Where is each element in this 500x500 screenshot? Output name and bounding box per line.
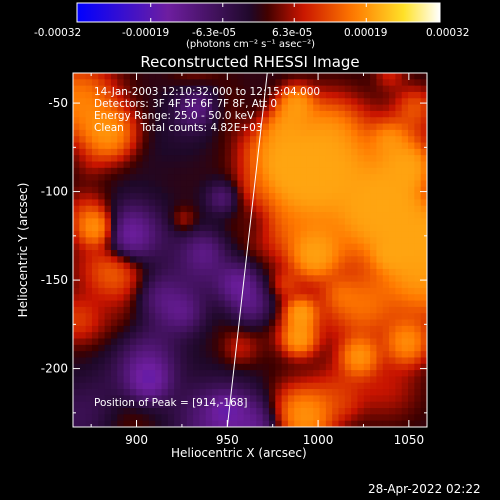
x-tick-label: 1000 — [303, 433, 334, 447]
heatmap-image — [73, 73, 427, 427]
x-tick-label: 1050 — [394, 433, 425, 447]
colorbar-tick-label: 0.00032 — [426, 27, 470, 39]
annotation-detectors: Detectors: 3F 4F 5F 6F 7F 8F, Att 0 — [94, 98, 278, 110]
y-tick-label: -200 — [41, 362, 68, 376]
annotation-time: 14-Jan-2003 12:10:32.000 to 12:15:04.000 — [94, 86, 321, 98]
colorbar-tick-label: -6.3e-05 — [192, 27, 237, 39]
y-tick-label: -50 — [48, 96, 68, 110]
plot-frame — [72, 72, 428, 428]
x-tick-label: 900 — [125, 433, 148, 447]
y-tick-label: -150 — [41, 273, 68, 287]
colorbar-unit-label: (photons cm⁻² s⁻¹ asec⁻²) — [186, 39, 316, 50]
x-axis-label: Heliocentric X (arcsec) — [171, 446, 307, 460]
timestamp: 28-Apr-2022 02:22 — [368, 482, 481, 496]
colorbar-tick-label: -0.00019 — [122, 27, 170, 39]
annotation-clean: Clean Total counts: 4.82E+03 — [94, 122, 263, 134]
chart-title: Reconstructed RHESSI Image — [140, 53, 360, 71]
peak-position-label: Position of Peak = [914,-168] — [94, 397, 248, 409]
colorbar-tick-label: 0.00019 — [344, 27, 388, 39]
y-tick-label: -100 — [41, 185, 68, 199]
x-tick-label: 950 — [216, 433, 239, 447]
colorbar-tick-label: 6.3e-05 — [272, 27, 313, 39]
colorbar-tick-label: -0.00032 — [34, 27, 82, 39]
colorbar — [76, 2, 441, 23]
annotation-energy: Energy Range: 25.0 - 50.0 keV — [94, 110, 255, 122]
solar-limb-line — [226, 73, 268, 427]
y-axis-label: Heliocentric Y (arcsec) — [16, 182, 30, 318]
